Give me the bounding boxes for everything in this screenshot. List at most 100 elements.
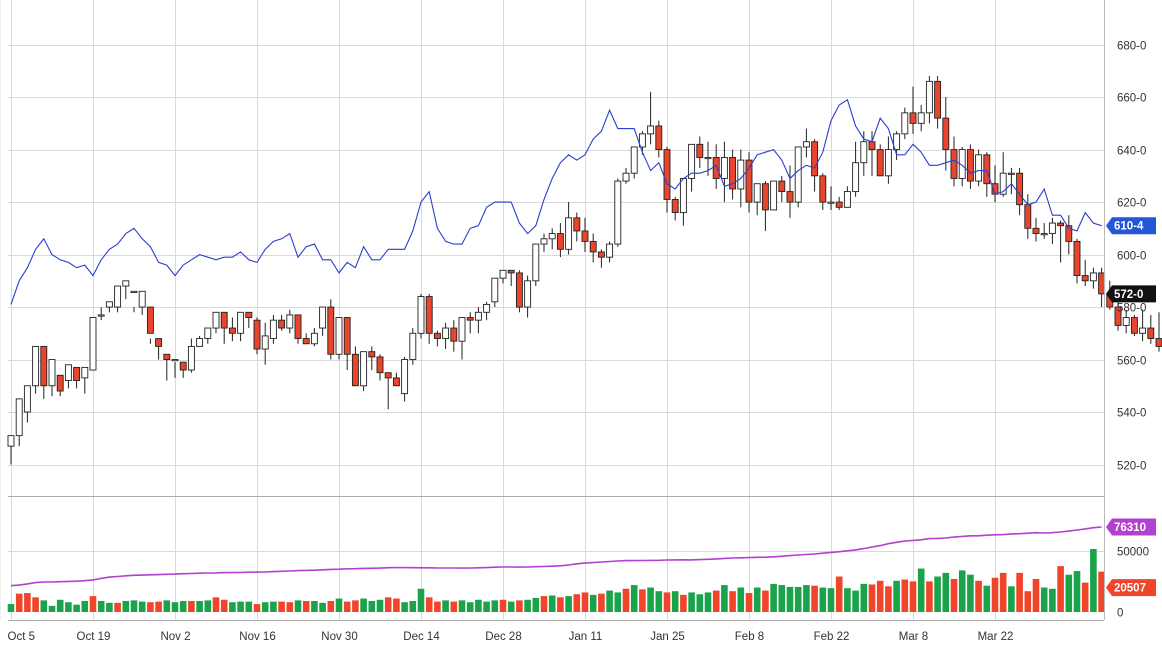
volume-bar xyxy=(786,586,794,612)
volume-last-badge-text: 20507 xyxy=(1114,583,1146,595)
candle xyxy=(146,306,154,334)
volume-bar xyxy=(811,585,818,612)
candle xyxy=(647,125,655,135)
volume-bar xyxy=(598,593,605,612)
volume-bar xyxy=(360,598,367,612)
volume-average-badge-text: 76310 xyxy=(1114,522,1146,534)
volume-bar xyxy=(909,581,917,612)
price-candles xyxy=(7,76,1162,465)
candle xyxy=(532,243,540,282)
volume-bar xyxy=(753,587,761,612)
candle xyxy=(1024,204,1032,229)
volume-bar xyxy=(1049,588,1056,612)
candle xyxy=(1155,338,1162,347)
x-tick-label: Feb 8 xyxy=(735,631,764,643)
comparison-last-badge-text: 610-4 xyxy=(1114,221,1144,233)
volume-bar xyxy=(475,599,482,612)
price-tick-label: 620-0 xyxy=(1117,198,1146,210)
candle xyxy=(581,230,589,242)
candle xyxy=(597,251,605,258)
price-tick-label: 600-0 xyxy=(1117,251,1146,263)
volume-bar xyxy=(368,600,376,612)
volume-bar xyxy=(524,599,531,612)
candle xyxy=(540,238,548,245)
volume-bar xyxy=(319,602,326,612)
candle xyxy=(433,332,441,339)
candle xyxy=(179,361,187,371)
candle xyxy=(950,149,958,179)
candle xyxy=(778,180,786,193)
volume-bar xyxy=(917,568,925,612)
volume-bar xyxy=(237,601,244,612)
volume-bar xyxy=(114,602,121,612)
price-last-badge-shape xyxy=(1106,285,1156,303)
volume-bar xyxy=(852,590,859,612)
volume-bar xyxy=(286,602,294,612)
volume-bar xyxy=(770,583,777,612)
volume-bar xyxy=(245,601,253,612)
volume-bars xyxy=(7,548,1105,612)
candle xyxy=(753,183,761,203)
grid xyxy=(8,0,1104,620)
candle xyxy=(1073,240,1081,277)
volume-bar xyxy=(261,602,269,612)
volume-bar xyxy=(73,604,80,612)
candle xyxy=(614,180,622,245)
candle xyxy=(253,319,261,350)
volume-average-series-line xyxy=(10,526,1102,587)
volume-bar xyxy=(565,596,572,612)
volume-bar xyxy=(1081,582,1089,612)
volume-bar xyxy=(1040,587,1048,612)
volume-bar xyxy=(762,590,769,612)
price-tick-label: 560-0 xyxy=(1117,356,1146,368)
volume-bar xyxy=(212,597,220,612)
volume-bar xyxy=(950,578,958,612)
candle xyxy=(1065,225,1073,242)
volume-bar xyxy=(491,600,499,612)
candle xyxy=(622,172,630,182)
candle xyxy=(204,327,212,339)
candle xyxy=(343,317,351,355)
volume-last-badge-shape xyxy=(1106,579,1156,597)
candle xyxy=(319,306,327,329)
candle xyxy=(524,280,532,308)
candle xyxy=(302,338,310,345)
volume-bar xyxy=(835,576,843,612)
candle xyxy=(884,149,892,177)
volume-bar xyxy=(106,602,113,612)
volume-bar xyxy=(647,587,654,612)
volume-bar xyxy=(15,593,23,612)
candle xyxy=(130,290,138,293)
candle xyxy=(1081,275,1089,282)
candle xyxy=(556,233,564,250)
candle xyxy=(155,338,163,347)
volume-bar xyxy=(975,580,982,612)
volume-bar xyxy=(967,574,974,612)
candle xyxy=(212,311,220,329)
candle xyxy=(1007,172,1015,175)
volume-bar xyxy=(926,581,933,612)
volume-bar xyxy=(827,588,835,612)
price-last-badge: 572-0 xyxy=(1106,285,1156,303)
candle xyxy=(278,319,286,329)
candle xyxy=(942,117,950,151)
comparison-series-line xyxy=(10,98,1102,305)
volume-bar xyxy=(589,594,597,612)
candle xyxy=(466,317,474,321)
candle xyxy=(40,345,48,387)
volume-bar xyxy=(499,599,507,612)
candle xyxy=(548,233,556,240)
volume-bar xyxy=(1016,572,1023,612)
value-badges: 610-4 572-0 76310 20507 xyxy=(1106,217,1156,597)
candle xyxy=(187,345,195,371)
volume-bar xyxy=(409,600,417,612)
x-tick-label: Oct 5 xyxy=(8,631,35,643)
volume-bar xyxy=(179,600,187,612)
volume-bar xyxy=(434,601,441,612)
candle xyxy=(745,159,753,203)
candle xyxy=(761,183,769,211)
candle xyxy=(1016,172,1024,206)
volume-bar xyxy=(999,572,1007,612)
